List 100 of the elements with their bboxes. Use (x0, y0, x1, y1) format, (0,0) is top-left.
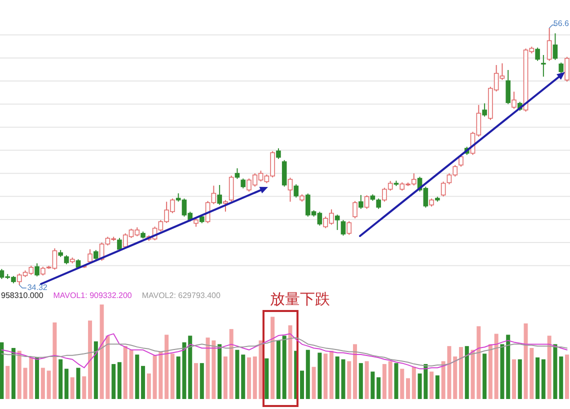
candlestick (376, 198, 381, 210)
candlestick (564, 56, 570, 82)
candlestick (94, 250, 98, 260)
candlestick (217, 184, 222, 206)
bar (241, 354, 246, 399)
bar (488, 344, 492, 399)
bar (435, 375, 440, 399)
bar (6, 366, 10, 399)
bar (353, 344, 358, 399)
bar (141, 366, 146, 399)
candlestick (512, 91, 516, 110)
bar (494, 334, 498, 399)
bar (188, 336, 192, 399)
bar (541, 359, 546, 399)
bar (453, 356, 458, 399)
bar (117, 362, 122, 399)
annotation: 放量下跌 (270, 291, 330, 308)
candlestick (535, 47, 540, 62)
bar (430, 372, 434, 399)
bar (82, 376, 86, 399)
candlestick (358, 194, 364, 210)
bar (312, 366, 316, 399)
candlestick (340, 220, 346, 236)
candlestick (364, 194, 370, 210)
bar (412, 366, 416, 399)
bar (565, 354, 569, 399)
candlestick (88, 248, 92, 264)
bar (0, 342, 4, 399)
bar (394, 363, 398, 399)
bar (94, 341, 98, 399)
candlestick (282, 160, 287, 188)
bar (400, 368, 404, 399)
bar (482, 354, 487, 399)
bar (11, 348, 16, 399)
annotation: 34.32 (27, 283, 48, 292)
bar (382, 364, 386, 399)
bar (288, 325, 292, 399)
candlestick (541, 54, 546, 78)
bar (358, 363, 363, 399)
bar (194, 363, 198, 399)
candlestick (546, 28, 552, 62)
bar (300, 370, 304, 399)
bar (112, 364, 116, 399)
bar (388, 361, 392, 399)
bar (370, 372, 375, 399)
candlestick (352, 200, 358, 219)
text: 958310.000 (1, 291, 44, 300)
bar (70, 377, 74, 399)
candlestick (346, 220, 352, 236)
bar (553, 344, 558, 399)
bar (329, 350, 334, 399)
bar (512, 359, 516, 399)
annotation: 56.6 (553, 19, 570, 28)
bar (559, 356, 564, 399)
bar (318, 352, 322, 399)
bar (235, 350, 240, 399)
bar (218, 344, 222, 399)
bar (58, 359, 63, 399)
bar (306, 350, 310, 399)
bar (376, 377, 381, 399)
bar (88, 320, 92, 399)
bar (282, 336, 286, 399)
candlestick (240, 178, 246, 189)
bar (17, 350, 22, 399)
bar (506, 334, 510, 399)
bar (364, 361, 369, 399)
bar (200, 363, 204, 399)
candlestick (294, 184, 299, 198)
candlestick (552, 32, 558, 60)
bar (464, 346, 469, 399)
bar (264, 358, 269, 399)
bar (536, 357, 540, 399)
bar (347, 361, 352, 399)
bar (64, 368, 68, 399)
bar (164, 334, 169, 399)
bar (252, 356, 257, 399)
candlestick (334, 214, 340, 230)
bar (247, 357, 252, 399)
bar (135, 354, 140, 399)
bar (324, 354, 328, 399)
bar (406, 378, 410, 399)
candlestick (440, 181, 446, 197)
candlestick (506, 69, 511, 105)
bar (459, 347, 464, 399)
text: MAVOL1: 909332.200 (53, 291, 132, 300)
candlestick (288, 177, 293, 202)
candlestick (34, 262, 40, 277)
candlestick (117, 237, 122, 252)
candlestick (482, 102, 487, 118)
bar (170, 354, 174, 399)
candlestick (228, 175, 234, 202)
bar (547, 336, 552, 399)
bar (76, 368, 80, 399)
bar (500, 344, 504, 399)
bar (270, 316, 275, 399)
bar (518, 359, 522, 399)
bar (35, 357, 40, 399)
bar (229, 329, 234, 399)
bar (40, 368, 45, 399)
candlestick (276, 148, 281, 160)
